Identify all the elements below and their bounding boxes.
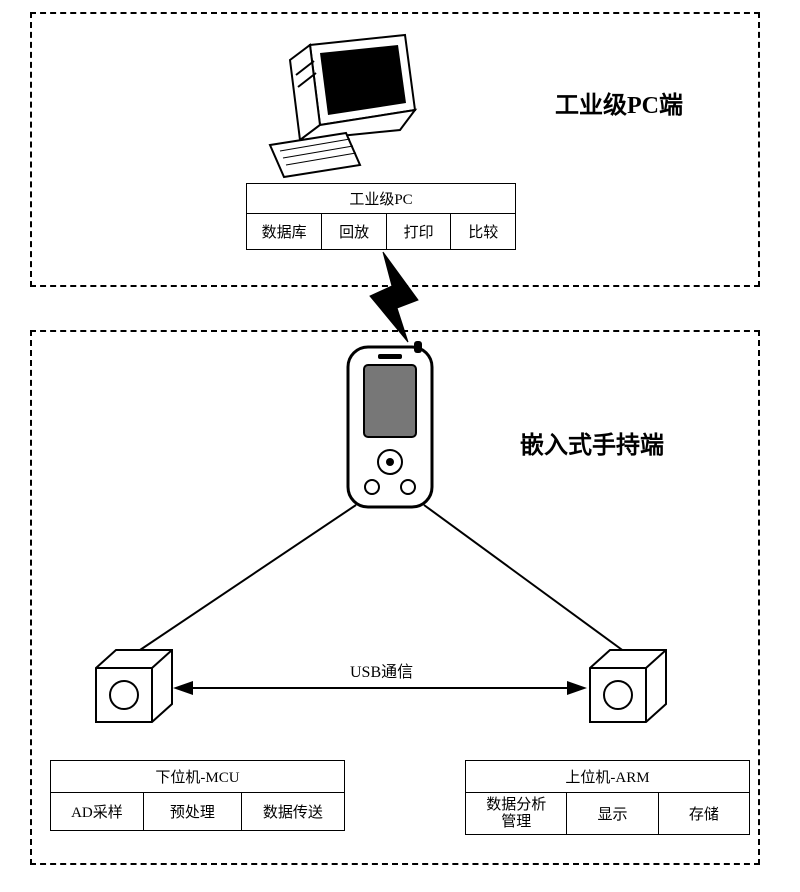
mcu-table-cell: 数据传送 <box>241 793 344 831</box>
section-bottom-label: 嵌入式手持端 <box>520 425 664 460</box>
pc-table-cell: 数据库 <box>247 214 322 250</box>
mcu-table: 下位机-MCU AD采样 预处理 数据传送 <box>50 760 345 831</box>
section-top-label: 工业级PC端 <box>555 85 683 120</box>
arm-table: 上位机-ARM 数据分析 管理 显示 存储 <box>465 760 750 835</box>
mcu-table-header: 下位机-MCU <box>51 761 345 793</box>
pc-table: 工业级PC 数据库 回放 打印 比较 <box>246 183 516 250</box>
diagram-root: 工业级PC端 嵌入式手持端 USB通信 工业级PC 数据库 回放 打印 比较 下… <box>0 0 800 892</box>
arm-table-cell: 存储 <box>658 793 749 835</box>
usb-label: USB通信 <box>350 658 413 682</box>
arm-table-cell: 显示 <box>567 793 658 835</box>
mcu-table-cell: 预处理 <box>143 793 241 831</box>
pc-table-header: 工业级PC <box>247 184 516 214</box>
pc-table-cell: 打印 <box>386 214 451 250</box>
arm-table-header: 上位机-ARM <box>466 761 750 793</box>
pc-table-cell: 比较 <box>451 214 516 250</box>
mcu-table-cell: AD采样 <box>51 793 144 831</box>
arm-table-cell: 数据分析 管理 <box>466 793 567 835</box>
pc-table-cell: 回放 <box>322 214 387 250</box>
